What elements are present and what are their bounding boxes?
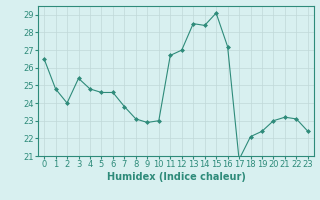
X-axis label: Humidex (Indice chaleur): Humidex (Indice chaleur) — [107, 172, 245, 182]
